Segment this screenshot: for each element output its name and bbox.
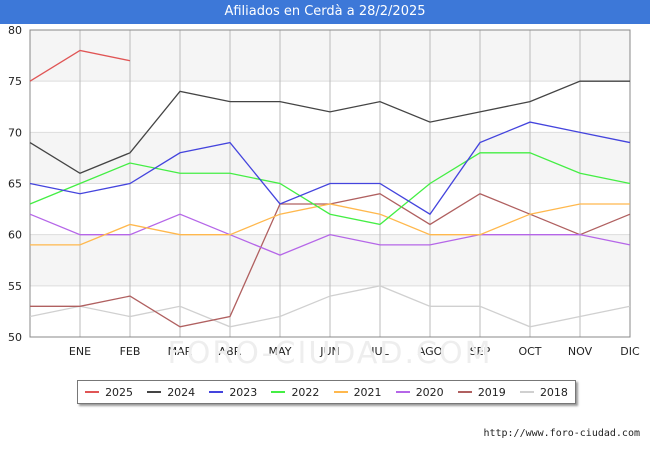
legend-swatch [519, 391, 534, 393]
chart-title: Afiliados en Cerdà a 28/2/2025 [0, 0, 650, 24]
x-tick-label: OCT [518, 345, 541, 358]
series-line-2024 [29, 80, 630, 174]
legend-label: 2018 [539, 385, 568, 399]
x-tick-label: MAR [168, 345, 193, 358]
y-tick-label: 80 [8, 24, 22, 37]
series-line-2018 [29, 285, 631, 328]
y-tick-label: 50 [8, 331, 22, 344]
legend-label: 2020 [415, 385, 444, 399]
legend-label: 2021 [353, 385, 382, 399]
legend-label: 2022 [291, 385, 320, 399]
legend: 2025 2024 2023 2022 2021 2020 2019 2018 [77, 380, 576, 404]
legend-swatch [147, 391, 162, 393]
series-line-2022 [29, 152, 631, 226]
legend-label: 2024 [167, 385, 196, 399]
source-text: http://www.foro-ciudad.com [483, 428, 640, 439]
legend-item-2021: 2021 [333, 385, 382, 399]
legend-swatch [209, 391, 224, 393]
series-line-2025 [29, 49, 131, 82]
y-tick-label: 55 [8, 280, 22, 293]
series-line-2021 [30, 203, 630, 246]
x-tick-label: MAY [269, 345, 292, 358]
x-tick-label: AGO [418, 345, 443, 358]
series-line-2020 [29, 213, 631, 256]
x-tick-label: ENE [69, 345, 91, 358]
watermark: FORO-CIUDAD.COM [168, 336, 493, 371]
y-tick-label: 75 [8, 75, 22, 88]
legend-label: 2019 [477, 385, 506, 399]
legend-label: 2023 [229, 385, 258, 399]
x-tick-label: SEP [470, 345, 491, 358]
series-line-2023 [29, 121, 631, 216]
y-tick-label: 70 [8, 126, 22, 139]
x-tick-label: JUL [370, 345, 389, 358]
legend-item-2024: 2024 [147, 386, 195, 399]
legend-swatch [333, 391, 348, 393]
x-tick-label: JUN [319, 345, 340, 358]
x-tick-label: DIC [620, 345, 640, 358]
legend-item-2019: 2019 [457, 385, 506, 399]
legend-swatch [271, 391, 286, 393]
y-tick-label: 65 [8, 178, 22, 191]
legend-item-2023: 2023 [209, 386, 257, 399]
y-tick-label: 60 [8, 229, 22, 242]
x-tick-label: NOV [568, 345, 593, 358]
x-tick-label: ABR [219, 345, 242, 358]
legend-swatch [395, 391, 410, 393]
legend-label: 2025 [105, 385, 134, 399]
legend-item-2020: 2020 [395, 385, 444, 399]
x-tick-label: FEB [120, 345, 141, 358]
legend-item-2025: 2025 [85, 386, 133, 399]
legend-item-2018: 2018 [519, 385, 568, 399]
legend-item-2022: 2022 [271, 386, 319, 399]
legend-swatch [457, 391, 472, 393]
legend-swatch [85, 391, 100, 393]
